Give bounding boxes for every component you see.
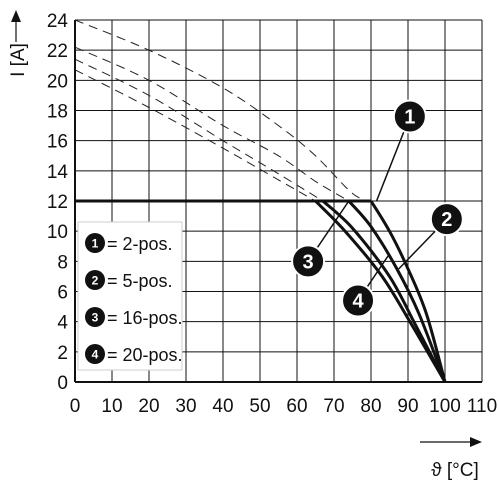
x-tick-label: 20: [138, 396, 159, 417]
x-axis-arrowhead: [470, 437, 482, 447]
legend-label-1: = 2-pos.: [107, 234, 173, 254]
y-tick-label: 0: [57, 373, 68, 394]
rated-lines: [75, 199, 447, 383]
callout-number-2: 2: [441, 209, 452, 231]
axes: [74, 20, 482, 383]
x-axis-title: ϑ [°C]: [431, 460, 479, 481]
legend-marker-1: [85, 233, 105, 253]
x-tick-label: 40: [212, 396, 233, 417]
y-tick-label: 8: [57, 252, 68, 273]
x-tick-label: 100: [429, 396, 461, 417]
x-tick-label: 50: [249, 396, 270, 417]
x-tick-label: 90: [397, 396, 418, 417]
y-tick-label: 24: [47, 11, 69, 32]
legend-label-3: = 16-pos.: [107, 308, 183, 328]
x-tick-label: 0: [70, 396, 81, 417]
legend-marker-number: 3: [92, 311, 99, 325]
rated-curve-3: [321, 199, 447, 383]
y-tick-label: 10: [47, 222, 68, 243]
x-tick-label: 110: [467, 396, 497, 417]
x-tick-label: 10: [101, 396, 122, 417]
callout-marker-2: [429, 202, 464, 237]
y-tick-label: 6: [57, 283, 68, 304]
legend-marker-3: [85, 307, 105, 327]
x-tick-label: 60: [286, 396, 307, 417]
rated-curve-1: [369, 200, 447, 383]
dashed-lines: [74, 19, 372, 202]
legend-label-4: = 20-pos.: [107, 345, 183, 365]
callout-marker-3: [291, 244, 326, 279]
rated-curve-2: [347, 200, 447, 383]
legend-items: 1 = 2-pos. 2 = 5-pos. 3 = 16-pos. 4 = 20-pos.: [85, 233, 183, 365]
legend-marker-4: [85, 344, 105, 364]
callouts: 1 2 3 4: [291, 99, 464, 318]
y-tick-label: 18: [47, 102, 68, 123]
legend-marker-number: 4: [92, 348, 99, 362]
dashed-curve-4: [74, 69, 316, 202]
dashed-curve-1: [74, 19, 372, 202]
callout-number-1: 1: [404, 107, 415, 129]
y-tick-label: 22: [47, 41, 68, 62]
callout-number-4: 4: [352, 291, 364, 313]
y-tick-label: 4: [57, 313, 68, 334]
x-tick-label: 70: [323, 396, 344, 417]
callout-number-3: 3: [303, 251, 314, 273]
y-axis-title: I [A]: [8, 43, 29, 77]
tick-labels: 0 10 20 30 40 50 60 70 80 90 100 110024681012141618…: [47, 11, 497, 417]
legend-label-2: = 5-pos.: [107, 271, 173, 291]
dashed-curve-3: [74, 58, 324, 202]
x-tick-label: 80: [360, 396, 381, 417]
y-tick-label: 14: [47, 162, 69, 183]
callout-marker-4: [341, 283, 376, 318]
dashed-curve-2: [74, 46, 350, 202]
y-tick-label: 16: [47, 132, 68, 153]
y-axis-arrowhead: [11, 10, 21, 22]
y-tick-label: 2: [57, 343, 68, 364]
y-tick-label: 20: [47, 71, 68, 92]
callout-marker-1: [392, 99, 427, 134]
legend-box: 1 = 2-pos. 2 = 5-pos. 3 = 16-pos. 4 = 20-pos.: [77, 221, 183, 371]
legend-marker-number: 1: [92, 237, 99, 251]
legend-marker-number: 2: [92, 274, 99, 288]
legend-marker-2: [85, 270, 105, 290]
y-tick-label: 12: [47, 192, 68, 213]
x-tick-label: 30: [175, 396, 196, 417]
